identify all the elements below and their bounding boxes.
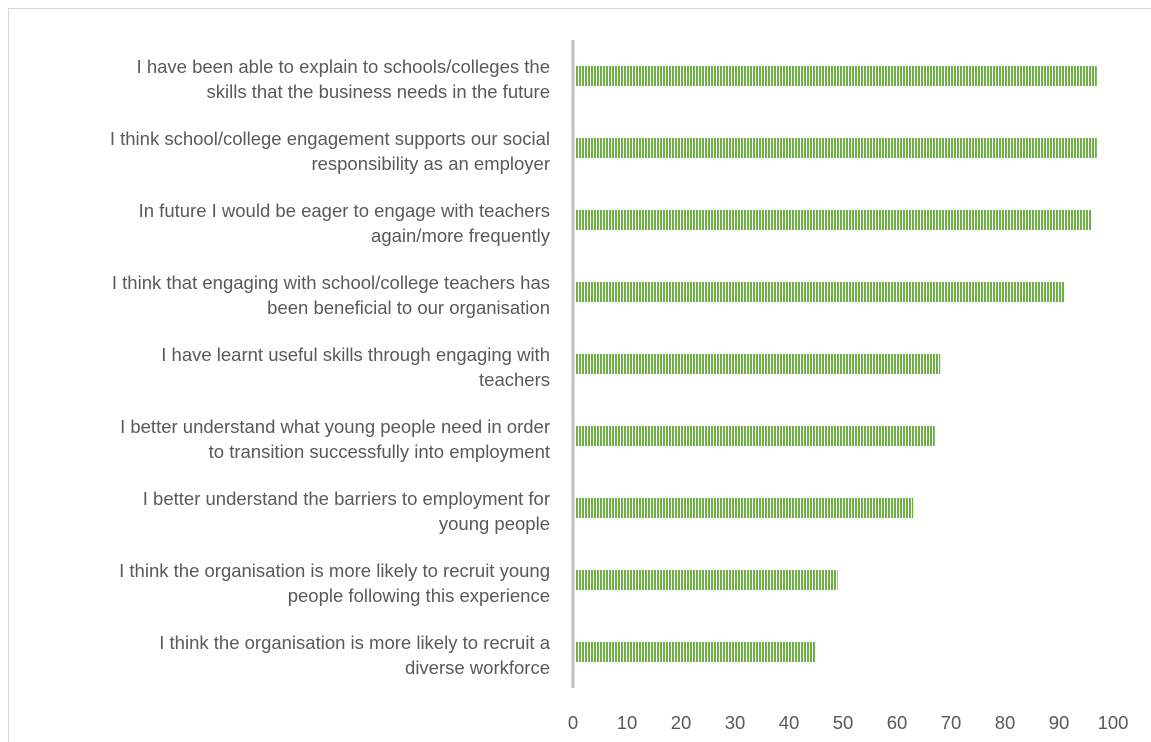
bar-8 xyxy=(575,570,838,590)
category-label-2: I think school/college engagement suppor… xyxy=(110,128,550,174)
x-tick-label-100: 100 xyxy=(1098,712,1129,733)
category-label-4: I think that engaging with school/colleg… xyxy=(112,272,550,318)
category-label-line: people following this experience xyxy=(288,585,550,606)
category-label-line: I think the organisation is more likely … xyxy=(119,560,550,581)
bar-4 xyxy=(575,282,1065,302)
category-label-3: In future I would be eager to engage wit… xyxy=(139,200,551,246)
category-labels: I have been able to explain to schools/c… xyxy=(110,56,551,678)
bars-layer xyxy=(575,66,1097,662)
x-tick-label-40: 40 xyxy=(779,712,800,733)
x-tick-label-30: 30 xyxy=(725,712,746,733)
bar-3 xyxy=(575,210,1092,230)
category-label-line: I think school/college engagement suppor… xyxy=(110,128,550,149)
category-label-line: In future I would be eager to engage wit… xyxy=(139,200,550,221)
x-axis-tick-labels: 0 10 20 30 40 50 60 70 80 90 100 xyxy=(568,712,1129,733)
category-label-line: I better understand what young people ne… xyxy=(120,416,550,437)
x-tick-label-10: 10 xyxy=(617,712,638,733)
bar-9 xyxy=(575,642,816,662)
category-label-1: I have been able to explain to schools/c… xyxy=(137,56,550,102)
category-label-5: I have learnt useful skills through enga… xyxy=(161,344,550,390)
bar-6 xyxy=(575,426,935,446)
category-label-line: been beneficial to our organisation xyxy=(267,297,550,318)
bar-7 xyxy=(575,498,914,518)
category-label-line: again/more frequently xyxy=(371,225,551,246)
bar-2 xyxy=(575,138,1097,158)
category-label-line: responsibility as an employer xyxy=(311,153,550,174)
x-tick-label-60: 60 xyxy=(887,712,908,733)
x-tick-label-80: 80 xyxy=(995,712,1016,733)
x-tick-label-20: 20 xyxy=(671,712,692,733)
category-label-6: I better understand what young people ne… xyxy=(120,416,550,462)
category-label-line: teachers xyxy=(479,369,550,390)
bar-1 xyxy=(575,66,1097,86)
chart-frame xyxy=(8,8,1151,742)
category-label-line: young people xyxy=(439,513,550,534)
category-label-line: to transition successfully into employme… xyxy=(209,441,550,462)
category-label-line: I better understand the barriers to empl… xyxy=(143,488,550,509)
category-label-line: I think the organisation is more likely … xyxy=(159,632,550,653)
x-tick-label-0: 0 xyxy=(568,712,578,733)
x-tick-label-50: 50 xyxy=(833,712,854,733)
category-label-9: I think the organisation is more likely … xyxy=(159,632,550,678)
category-label-8: I think the organisation is more likely … xyxy=(119,560,550,606)
bar-5 xyxy=(575,354,941,374)
category-label-line: I have learnt useful skills through enga… xyxy=(161,344,550,365)
x-tick-label-70: 70 xyxy=(941,712,962,733)
category-label-7: I better understand the barriers to empl… xyxy=(143,488,550,534)
x-tick-label-90: 90 xyxy=(1049,712,1070,733)
category-label-line: diverse workforce xyxy=(405,657,550,678)
category-label-line: I think that engaging with school/colleg… xyxy=(112,272,550,293)
category-label-line: I have been able to explain to schools/c… xyxy=(137,56,550,77)
category-label-line: skills that the business needs in the fu… xyxy=(207,81,550,102)
